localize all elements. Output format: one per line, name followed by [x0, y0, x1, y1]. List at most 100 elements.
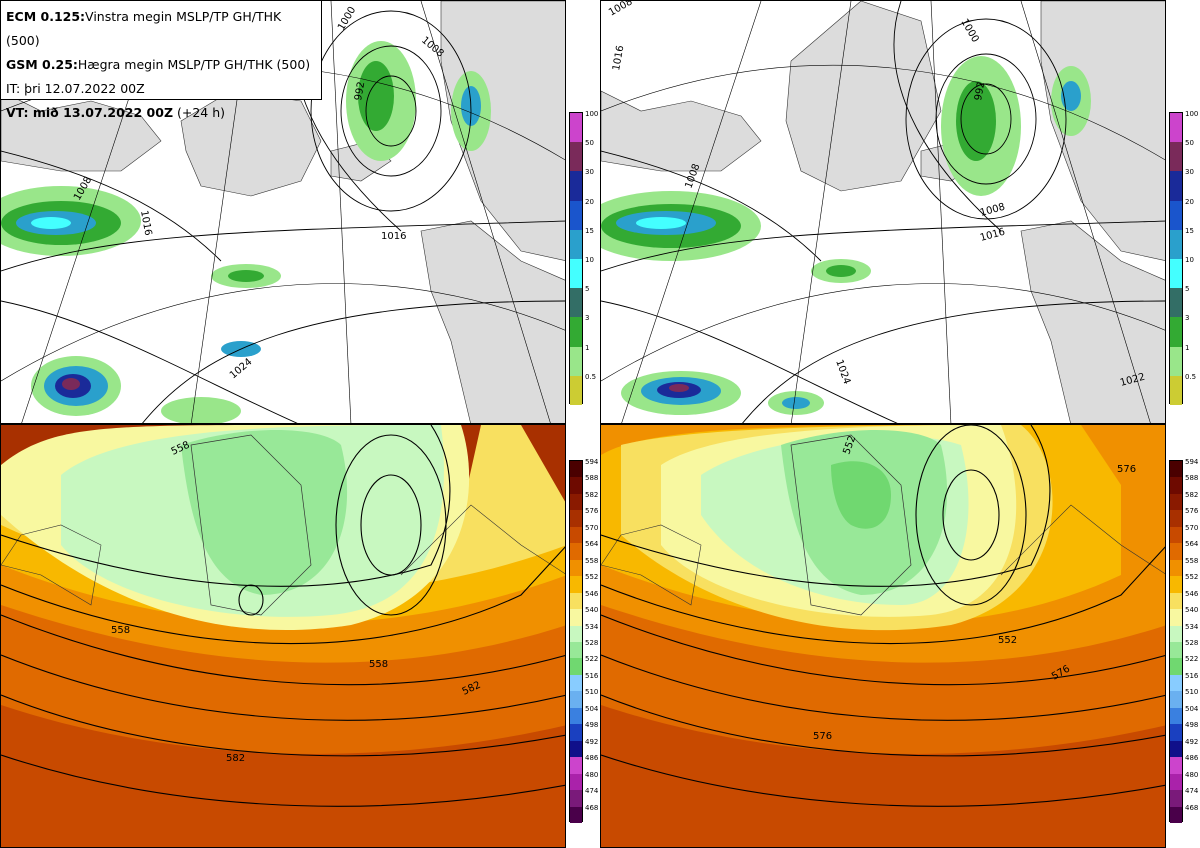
height-colorbar-segment [1170, 773, 1182, 791]
height-colorbar-tick-label: 480 [585, 770, 599, 779]
precip-colorbar-tick-label: 100 [585, 110, 599, 118]
precip-colorbar-tick-label: 0.5 [585, 372, 597, 381]
height-colorbar-tick-label: 516 [1185, 671, 1199, 680]
info-box: ECM 0.125:Vinstra megin MSLP/TP GH/THK (… [0, 0, 322, 120]
precip-colorbar-segment [570, 142, 582, 172]
height-colorbar-tick-label: 582 [585, 490, 599, 499]
landmass-greenland [785, 1, 942, 192]
height-colorbar-segment [1170, 757, 1182, 775]
height-colorbar-segment [1170, 806, 1182, 824]
precip-colorbar-tick-label: 15 [1185, 226, 1194, 235]
isobar-label: 992 [353, 81, 367, 102]
height-colorbar-tick-label: 564 [585, 540, 599, 549]
height-colorbar-segment [570, 559, 582, 577]
height-colorbar-tick-label: 582 [1185, 490, 1199, 499]
precip-colorbar-tick-label: 0.5 [1185, 372, 1197, 381]
graticule [601, 1, 1165, 423]
ecm-height-map: 558 558 558 582 582 [1, 425, 565, 847]
height-colorbar-segment [1170, 510, 1182, 528]
precip-colorbar-tick-label: 15 [585, 226, 594, 235]
precip-colorbar-segment [570, 229, 582, 260]
gsm-height-map: 552 552 576 576 576 [601, 425, 1165, 847]
height-label: 576 [813, 731, 832, 742]
precip-colorbar-segment [1170, 200, 1182, 231]
precip-colorbar-tick-label: 5 [585, 285, 590, 294]
precip-colorbar-segment [1170, 142, 1182, 172]
height-label: 576 [1117, 464, 1136, 475]
height-contours [601, 425, 1165, 807]
coastline-greenland [790, 434, 912, 616]
precip-areas [1, 41, 491, 423]
height-colorbar-segment [1170, 790, 1182, 808]
height-colorbar-tick-label: 474 [1185, 787, 1199, 796]
precip-colorbar-segment [570, 375, 582, 406]
landmass-canada [1, 90, 162, 172]
height-colorbar-tick-label: 588 [585, 474, 599, 483]
height-colorbar-segment [570, 543, 582, 561]
height-colorbar-tick-label: 480 [1185, 770, 1199, 779]
height-colorbar-segment [570, 658, 582, 676]
height-colorbar-tick-label: 546 [585, 589, 599, 598]
precip-colorbar-right [1169, 112, 1183, 406]
height-colorbar-segment [1170, 724, 1182, 742]
height-colorbar-segment [1170, 592, 1182, 610]
precip-colorbar-tick-label: 50 [1185, 139, 1194, 148]
height-colorbar-tick-label: 570 [1185, 523, 1199, 532]
coastline-europe [1000, 504, 1165, 576]
height-colorbar-tick-label: 576 [585, 507, 599, 516]
info-line-3: IT: þri 12.07.2022 00Z [6, 81, 145, 96]
height-colorbar-segment [570, 576, 582, 594]
height-colorbar-segment [1170, 625, 1182, 643]
precip-colorbar-segment [1170, 171, 1182, 202]
precip-colorbar-tick-label: 20 [1185, 197, 1194, 206]
height-colorbar-tick-label: 522 [1185, 655, 1199, 664]
model-ecm-desc: Vinstra megin MSLP/TP GH/THK (500) [6, 9, 282, 48]
height-colorbar-tick-label: 468 [585, 803, 599, 812]
landmass-europe [1020, 220, 1165, 423]
map-panel-ecm-mslp: 1000 1008 992 1016 1016 1008 1024 [0, 0, 566, 424]
precip-colorbar-segment [1170, 259, 1182, 289]
precip-colorbar-tick-label: 20 [585, 197, 594, 206]
precip-colorbar-segment [1170, 317, 1182, 348]
precip-colorbar-segment [570, 317, 582, 348]
height-colorbar-segment [570, 493, 582, 511]
height-colorbar-tick-label: 486 [1185, 754, 1199, 763]
height-colorbar-tick-label: 468 [1185, 803, 1199, 812]
height-colorbar-segment [570, 625, 582, 643]
precip-colorbar-segment [1170, 113, 1182, 143]
height-colorbar-tick-label: 558 [585, 556, 599, 565]
coastline-greenland [190, 434, 312, 616]
ecm-mslp-map: 1000 1008 992 1016 1016 1008 1024 [1, 1, 565, 423]
isobar-label: 1016 [138, 210, 153, 237]
height-colorbar-segment [1170, 691, 1182, 709]
map-panel-ecm-height: 558 558 558 582 582 [0, 424, 566, 848]
height-colorbar-segment [1170, 543, 1182, 561]
height-colorbar-segment [1170, 658, 1182, 676]
info-line-2: GSM 0.25:Hægra megin MSLP/TP GH/THK (500… [6, 53, 316, 77]
height-colorbar-segment [570, 477, 582, 495]
height-colorbar-left [569, 460, 583, 824]
height-colorbar-segment [570, 642, 582, 659]
precip-areas [601, 56, 1091, 415]
model-gsm-desc: Hægra megin MSLP/TP GH/THK (500) [77, 57, 311, 72]
precip-colorbar-tick-label: 10 [1185, 256, 1194, 264]
height-colorbar-segment [1170, 642, 1182, 659]
height-colorbar-segment [1170, 707, 1182, 725]
height-colorbar-tick-label: 540 [1185, 606, 1199, 615]
height-colorbar-segment [570, 740, 582, 758]
precip-colorbar-segment [1170, 229, 1182, 260]
precip-colorbar-segment [570, 171, 582, 202]
precip-colorbar-tick-label: 1 [585, 343, 590, 352]
model-gsm-label: GSM 0.25: [6, 57, 78, 72]
precip-colorbar-segment [570, 259, 582, 289]
height-colorbar-segment [570, 592, 582, 610]
height-colorbar-tick-label: 516 [585, 671, 599, 680]
height-colorbar-segment [570, 609, 582, 627]
precip-colorbar-tick-label: 5 [1185, 285, 1190, 294]
precip-colorbar-tick-label: 30 [585, 168, 594, 177]
precip-colorbar-tick-label: 50 [585, 139, 594, 148]
height-colorbar-tick-label: 528 [585, 639, 599, 647]
height-colorbar-tick-label: 576 [1185, 507, 1199, 516]
height-colorbar-segment [1170, 576, 1182, 594]
height-contours [1, 425, 565, 807]
